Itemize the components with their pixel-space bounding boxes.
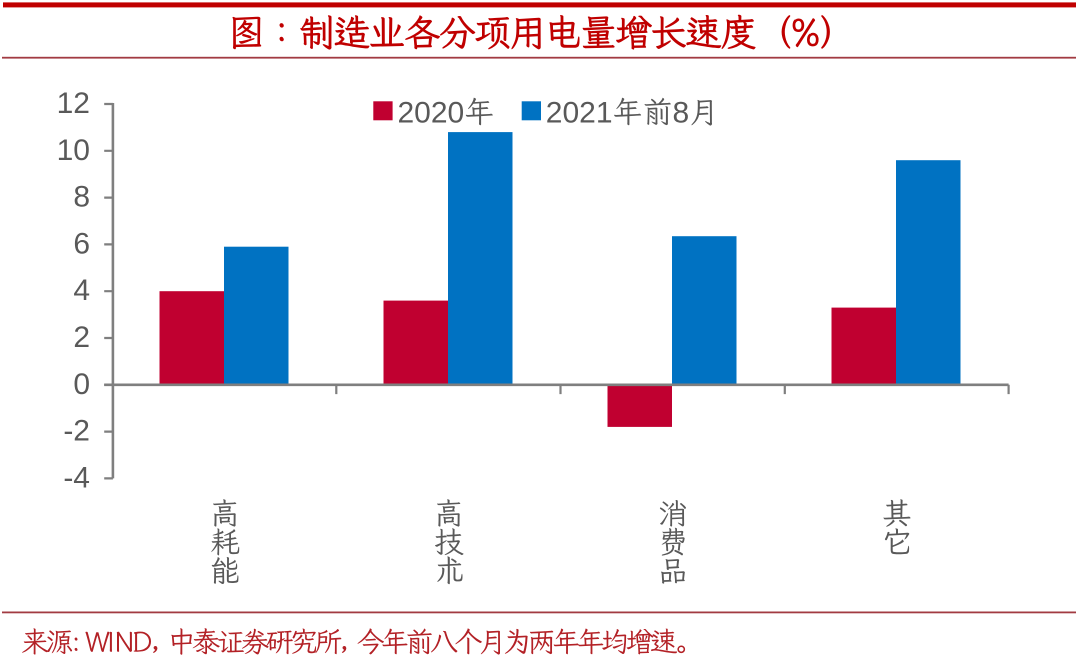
svg-text:8: 8 [673, 96, 690, 129]
svg-text:10: 10 [57, 134, 90, 167]
svg-text:6: 6 [73, 227, 90, 260]
svg-text:12: 12 [57, 87, 90, 120]
svg-text:0: 0 [73, 368, 90, 401]
svg-text:2021: 2021 [546, 96, 613, 129]
svg-text:-4: -4 [63, 461, 90, 494]
svg-text:8: 8 [73, 181, 90, 214]
svg-text:4: 4 [73, 274, 90, 307]
svg-text:2020: 2020 [398, 96, 465, 129]
svg-text:2: 2 [73, 321, 90, 354]
svg-text:-2: -2 [63, 415, 90, 448]
